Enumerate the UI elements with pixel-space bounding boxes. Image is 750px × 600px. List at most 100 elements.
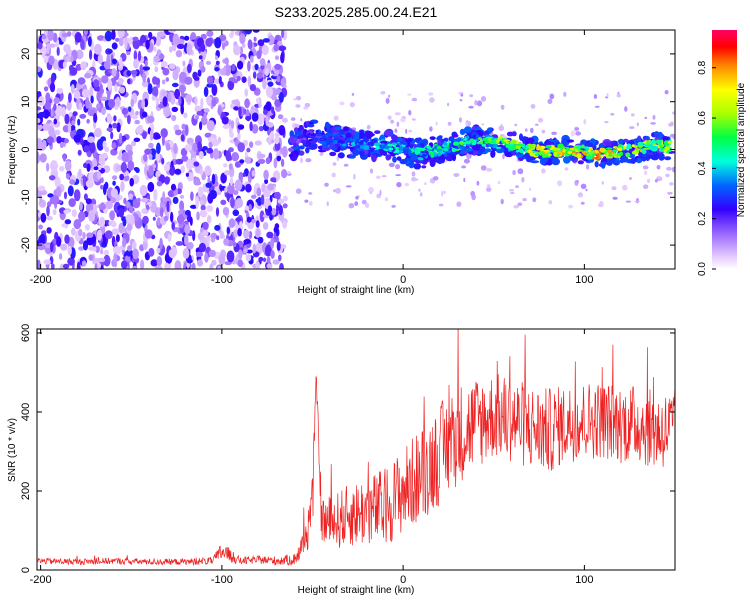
heatmap-cell xyxy=(80,61,87,71)
heatmap-cell xyxy=(551,131,557,135)
heatmap-cell xyxy=(625,200,632,203)
heatmap-cell xyxy=(408,110,412,116)
heatmap-cell xyxy=(222,124,230,130)
heatmap-cell xyxy=(419,192,423,197)
heatmap-cell xyxy=(223,65,227,76)
heatmap-cell xyxy=(142,215,149,225)
heatmap-cell xyxy=(270,177,277,183)
heatmap-cell xyxy=(197,141,203,152)
heatmap-cell xyxy=(310,133,316,137)
heatmap-cell xyxy=(103,249,109,256)
heatmap-cell xyxy=(370,138,378,143)
heatmap-cell xyxy=(51,195,60,204)
heatmap-cell xyxy=(571,153,576,156)
heatmap-cell xyxy=(647,155,657,159)
heatmap-cell xyxy=(37,111,46,118)
heatmap-cell xyxy=(64,113,70,125)
heatmap-cell xyxy=(461,165,467,169)
heatmap-cell xyxy=(324,123,332,128)
heatmap-cell xyxy=(106,127,113,132)
heatmap-cell xyxy=(161,90,168,97)
heatmap-cell xyxy=(221,116,229,125)
heatmap-cell xyxy=(150,259,158,267)
heatmap-cell xyxy=(119,56,123,68)
heatmap-cell xyxy=(643,170,648,176)
heatmap-cell xyxy=(37,106,42,111)
heatmap-cell xyxy=(96,91,102,103)
heatmap-cell xyxy=(98,164,102,170)
heatmap-cell xyxy=(233,44,241,56)
heatmap-cell xyxy=(177,38,185,45)
heatmap-cell xyxy=(541,168,546,174)
heatmap-cell xyxy=(435,121,438,126)
heatmap-cell xyxy=(353,173,356,180)
heatmap-cell xyxy=(664,90,669,95)
heatmap-cell xyxy=(75,63,82,71)
heatmap-cell xyxy=(589,150,595,155)
heatmap-cell xyxy=(179,194,185,199)
heatmap-cell xyxy=(145,39,150,50)
heatmap-cell xyxy=(395,164,401,170)
heatmap-cell xyxy=(101,106,106,116)
heatmap-cell xyxy=(111,228,120,236)
heatmap-cell xyxy=(166,200,170,212)
x-tick-label: 0 xyxy=(400,274,406,286)
heatmap-cell xyxy=(448,136,455,141)
heatmap-cell xyxy=(363,145,370,150)
heatmap-cell xyxy=(480,96,487,102)
heatmap-cell xyxy=(124,174,130,182)
heatmap-cell xyxy=(185,172,189,177)
heatmap-cell xyxy=(184,76,193,85)
heatmap-cell xyxy=(438,135,443,139)
heatmap-cell xyxy=(182,60,186,67)
heatmap-cell xyxy=(223,238,230,246)
heatmap-cell xyxy=(657,141,662,145)
heatmap-cell xyxy=(581,144,585,149)
heatmap-cell xyxy=(264,244,272,257)
heatmap-cell xyxy=(247,75,252,88)
heatmap-cell xyxy=(244,156,252,164)
heatmap-cell xyxy=(381,143,385,146)
heatmap-cell xyxy=(622,138,629,143)
heatmap-cell xyxy=(72,111,78,117)
heatmap-cell xyxy=(97,171,102,180)
heatmap-cell xyxy=(349,102,355,108)
heatmap-cell xyxy=(211,173,216,185)
heatmap-cell xyxy=(42,123,51,131)
heatmap-cell xyxy=(654,132,659,137)
heatmap-cell xyxy=(214,37,222,49)
heatmap-cell xyxy=(140,259,145,269)
heatmap-cell xyxy=(280,78,286,87)
heatmap-cell xyxy=(200,97,204,110)
heatmap-cell xyxy=(260,194,265,205)
heatmap-cell xyxy=(78,228,83,237)
heatmap-cell xyxy=(459,128,466,135)
heatmap-cell xyxy=(254,140,262,146)
heatmap-cell xyxy=(647,178,651,184)
heatmap-cell xyxy=(490,140,495,144)
heatmap-cell xyxy=(156,31,165,38)
heatmap-cell xyxy=(280,52,285,64)
y-tick-label: 400 xyxy=(20,403,32,421)
heatmap-cell xyxy=(92,158,97,167)
heatmap-cell xyxy=(424,182,427,186)
heatmap-cell xyxy=(335,187,341,194)
heatmap-cell xyxy=(122,238,127,248)
heatmap-cell xyxy=(359,140,364,145)
heatmap-cell xyxy=(333,115,339,121)
heatmap-cell xyxy=(141,208,147,214)
heatmap-cell xyxy=(146,115,155,124)
heatmap-cell xyxy=(252,71,257,79)
heatmap-cell xyxy=(629,177,632,180)
heatmap-cell xyxy=(274,55,280,60)
heatmap-cell xyxy=(202,146,208,151)
heatmap-cell xyxy=(40,212,47,223)
heatmap-cell xyxy=(156,142,161,155)
heatmap-cell xyxy=(264,68,269,76)
heatmap-cell xyxy=(614,160,621,164)
heatmap-cell xyxy=(62,263,70,269)
heatmap-cell xyxy=(288,153,294,158)
heatmap-cell xyxy=(600,161,606,169)
heatmap-cell xyxy=(320,138,325,141)
heatmap-cell xyxy=(112,175,118,180)
